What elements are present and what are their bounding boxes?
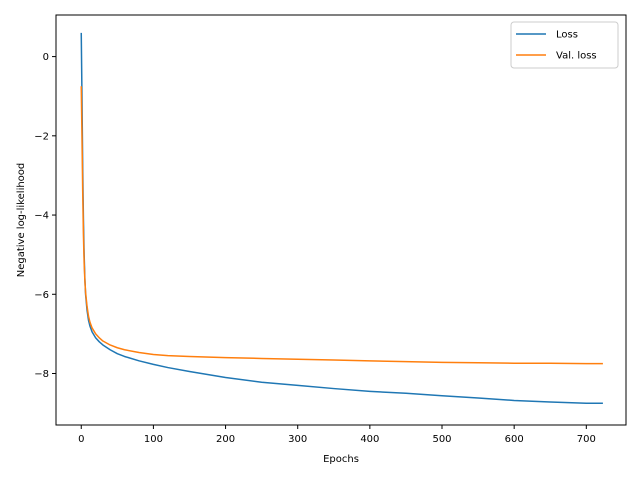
x-axis-label: Epochs — [323, 454, 359, 465]
series-line-2 — [80, 86, 603, 365]
plot-lines — [80, 32, 603, 404]
y-axis-label: Negative log-likelihood — [16, 163, 27, 278]
x-tick-label: 200 — [216, 434, 235, 445]
y-tick-label: 0 — [43, 52, 49, 63]
x-tick-label: 400 — [360, 434, 379, 445]
legend-label: Val. loss — [556, 51, 597, 62]
x-axis: 0 100 200 300 400 500 600 700 — [78, 425, 596, 445]
legend: Loss Val. loss — [510, 21, 619, 69]
y-tick-label: −4 — [34, 211, 49, 222]
x-tick-label: 0 — [78, 434, 84, 445]
x-tick-label: 600 — [505, 434, 524, 445]
x-tick-label: 700 — [577, 434, 596, 445]
axes-frame — [55, 14, 627, 426]
series-line-1 — [80, 32, 603, 404]
y-tick-label: −2 — [34, 131, 49, 142]
x-tick-label: 100 — [144, 434, 163, 445]
x-tick-label: 300 — [288, 434, 307, 445]
y-tick-label: −6 — [34, 290, 49, 301]
x-tick-label: 500 — [432, 434, 451, 445]
y-tick-label: −8 — [34, 369, 49, 380]
legend-label: Loss — [556, 30, 578, 41]
y-axis: 0 −2 −4 −6 −8 — [34, 52, 56, 380]
